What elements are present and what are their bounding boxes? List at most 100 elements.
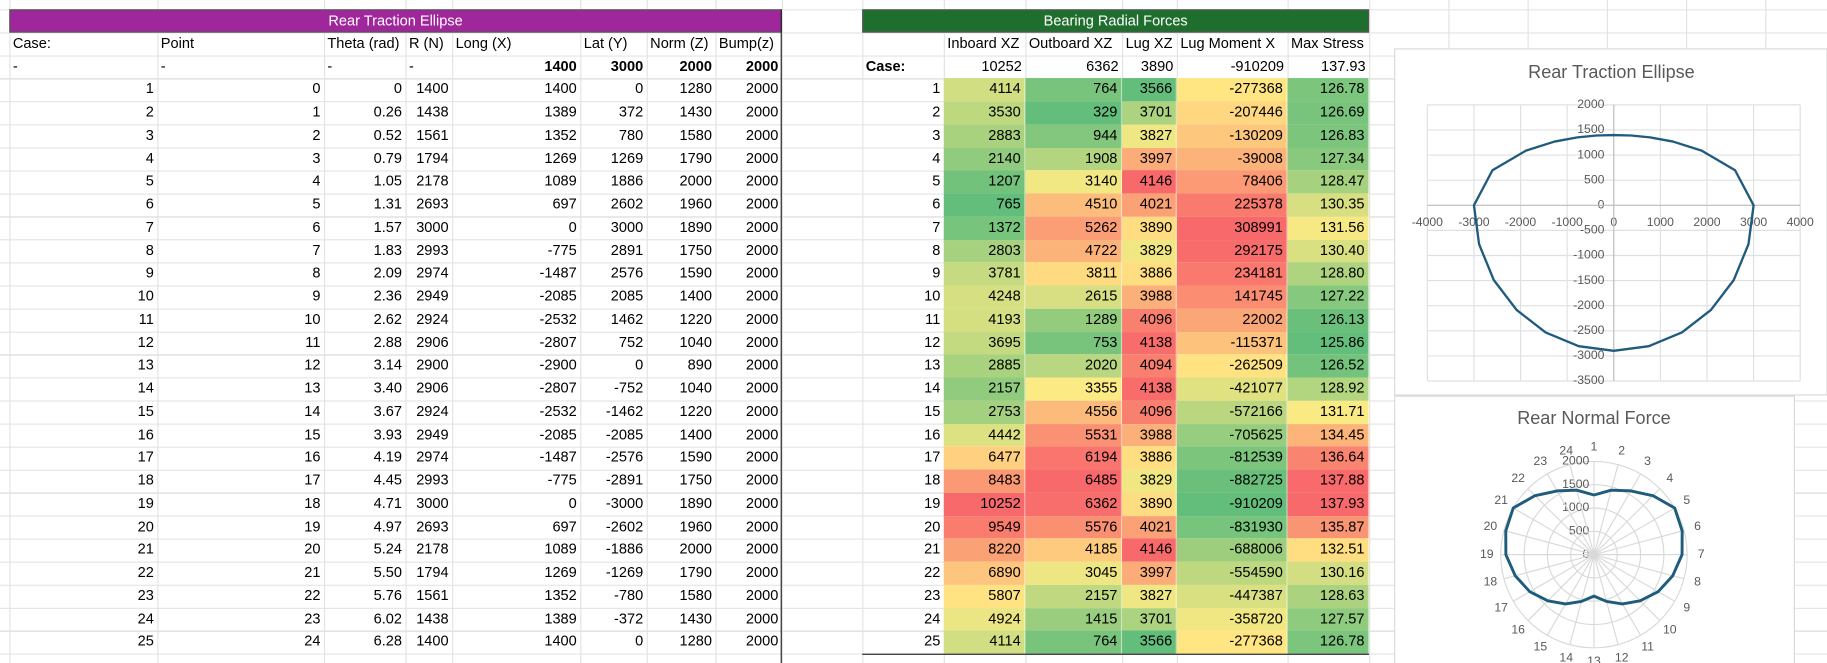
cell: 13: [304, 379, 321, 397]
category-label: 7: [1698, 547, 1705, 561]
cell: 764: [1025, 78, 1123, 102]
spoke: [1546, 554, 1595, 636]
cell: 9: [145, 264, 154, 282]
cell: -2532: [539, 402, 577, 420]
cell: 22: [304, 586, 321, 604]
cell: 2.36: [373, 287, 402, 305]
cell: 5.24: [373, 540, 402, 558]
cell: 3.14: [373, 356, 402, 374]
y-tick-label: -1500: [1573, 273, 1604, 287]
cell: 1750: [679, 471, 712, 489]
cell: 4096: [1122, 400, 1177, 424]
cell: 1590: [679, 448, 712, 466]
cell: 10252: [943, 492, 1026, 516]
cell: 1: [145, 80, 154, 98]
cell: 1089: [544, 540, 577, 558]
cell: 1352: [544, 126, 577, 144]
cell: 19: [137, 494, 154, 512]
cell: Theta (rad): [327, 34, 400, 51]
cell: 3000: [416, 218, 449, 236]
grid-column: [580, 0, 582, 663]
cell: 3000: [416, 494, 449, 512]
cell: 3355: [1025, 377, 1123, 401]
cell: 1.57: [373, 218, 402, 236]
cell: 2: [145, 103, 154, 121]
category-label: 20: [1484, 519, 1498, 533]
cell: 1400: [416, 632, 449, 650]
cell: -2807: [539, 379, 577, 397]
cell: 131.71: [1287, 400, 1370, 424]
cell: Case:: [12, 34, 51, 51]
cell: 0: [635, 80, 644, 98]
cell: 22: [924, 563, 941, 581]
cell: 753: [1025, 331, 1123, 355]
cell: 3.40: [373, 379, 402, 397]
chart-title: Rear Traction Ellipse: [1528, 62, 1695, 82]
cell: 6: [145, 195, 154, 213]
cell: 11: [305, 333, 321, 351]
cell: 0.79: [373, 149, 402, 167]
cell: -831930: [1176, 515, 1288, 539]
category-label: 6: [1694, 519, 1701, 533]
y-tick-label: 1000: [1577, 147, 1604, 161]
cell: 2085: [610, 287, 644, 305]
cell: 126.78: [1287, 78, 1370, 102]
cell: 78406: [1176, 170, 1288, 194]
r-tick-label: 2000: [1562, 454, 1589, 468]
cell: 130.16: [1287, 561, 1370, 585]
category-label: 2: [1618, 443, 1625, 457]
cell: -130209: [1176, 124, 1288, 148]
cell: 1960: [679, 517, 712, 535]
cell: 4138: [1122, 377, 1177, 401]
cell: 3: [145, 126, 154, 144]
cell: 5: [145, 172, 154, 190]
cell: 127.34: [1287, 147, 1370, 171]
cell: 2000: [745, 149, 779, 167]
cell: 5576: [1025, 515, 1123, 539]
cell: 5807: [943, 584, 1026, 608]
cell: -277368: [1176, 630, 1288, 654]
cell: 13: [137, 356, 154, 374]
cell: 1040: [679, 379, 712, 397]
category-label: 19: [1480, 547, 1494, 561]
cell: 3.93: [373, 425, 402, 443]
cell: 11: [138, 310, 154, 328]
cell: 5.76: [373, 586, 402, 604]
cell: 4146: [1122, 170, 1177, 194]
spoke: [1512, 507, 1595, 556]
cell: 23: [924, 586, 941, 604]
cell: 3886: [1122, 446, 1177, 470]
cell: 2000: [745, 126, 779, 144]
cell: 2000: [745, 609, 779, 627]
category-label: 17: [1494, 600, 1508, 614]
cell: 126.83: [1287, 124, 1370, 148]
cell: 3530: [943, 101, 1026, 125]
cell: 126.52: [1287, 354, 1370, 378]
table-border: [862, 653, 1370, 655]
cell: 2000: [745, 425, 779, 443]
cell: 126.78: [1287, 630, 1370, 654]
category-label: 4: [1666, 471, 1673, 485]
cell: 4114: [943, 630, 1026, 654]
cell: -775: [547, 241, 577, 259]
cell: 2803: [943, 239, 1026, 263]
cell: -882725: [1176, 469, 1288, 493]
category-label: 18: [1484, 575, 1498, 589]
x-tick-label: -2000: [1505, 215, 1536, 229]
category-label: 9: [1683, 600, 1690, 614]
cell: 21: [924, 540, 941, 558]
cell: 2974: [416, 264, 449, 282]
cell: 12: [924, 333, 941, 351]
cell: 4138: [1122, 331, 1177, 355]
cell: 5262: [1025, 216, 1123, 240]
category-label: 16: [1511, 623, 1525, 637]
cell: 1790: [679, 149, 712, 167]
cell: 4.97: [373, 517, 402, 535]
y-tick-label: 500: [1584, 172, 1605, 186]
cell: 1580: [679, 126, 712, 144]
cell: 22002: [1176, 308, 1288, 332]
spoke: [1546, 473, 1595, 555]
cell: -2532: [539, 310, 577, 328]
cell: 141745: [1176, 285, 1288, 309]
